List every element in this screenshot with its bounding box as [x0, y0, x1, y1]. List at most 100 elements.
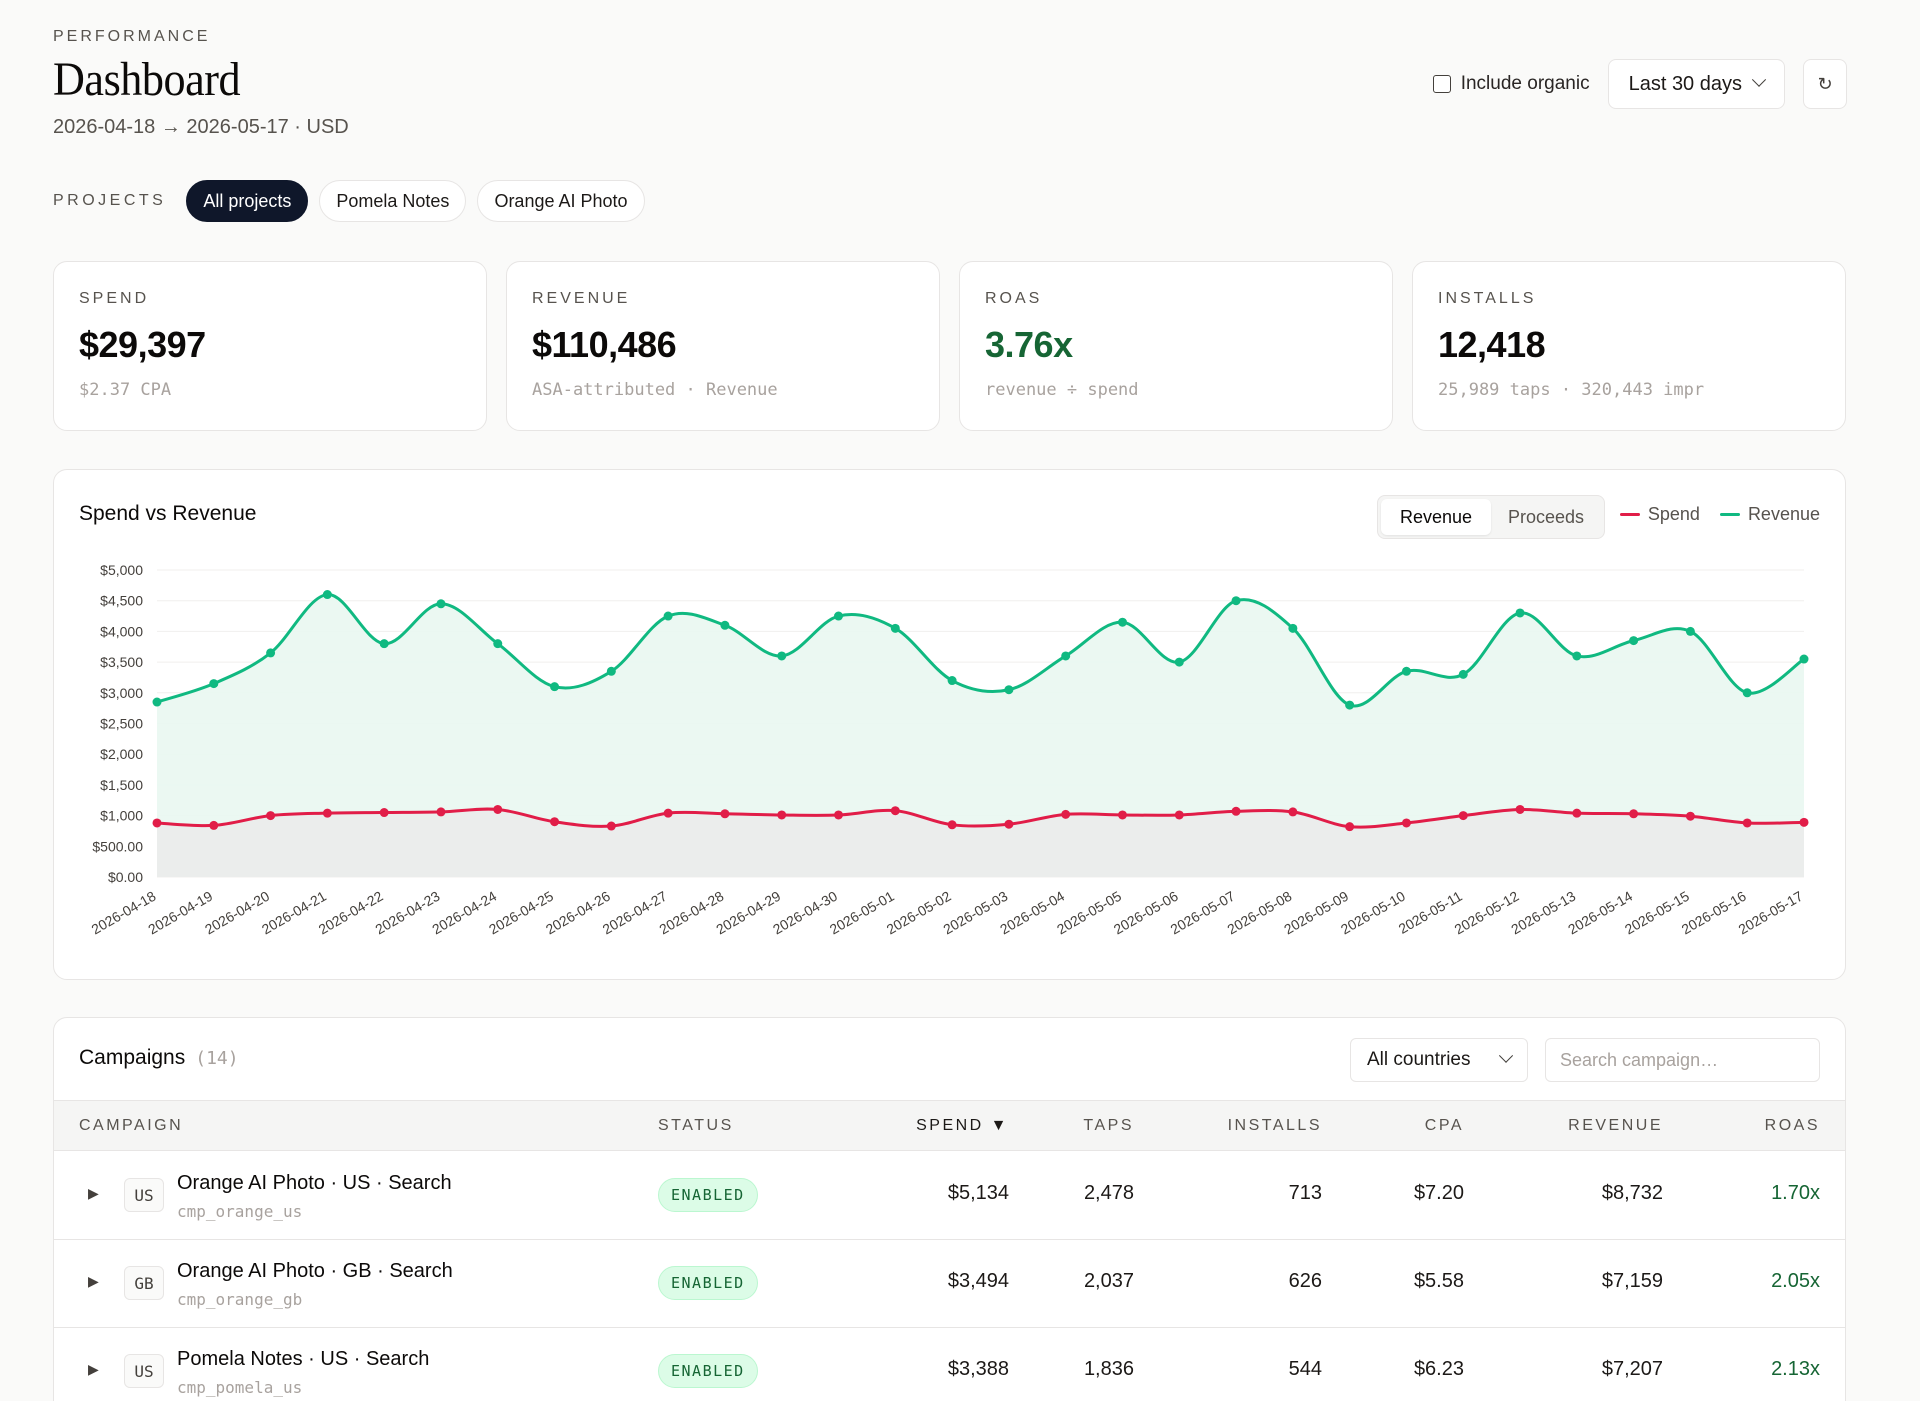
revenue-point — [890, 623, 900, 633]
spend-point — [1345, 822, 1355, 832]
y-tick-label: $1,000 — [100, 808, 143, 824]
spend-point — [1117, 810, 1127, 820]
column-header-campaign[interactable]: CAMPAIGN — [79, 1117, 184, 1134]
spend-point — [1231, 806, 1241, 816]
spend-line — [156, 807, 1805, 829]
y-tick-label: $500.00 — [92, 838, 143, 854]
kpi-value: $29,397 — [79, 324, 206, 365]
revenue-area — [157, 594, 1804, 877]
revenue-point — [1572, 651, 1582, 661]
revenue-point — [322, 590, 332, 600]
cell-revenue: $7,159 — [1601, 1270, 1663, 1292]
chart-title: Spend vs Revenue — [79, 502, 257, 525]
column-header-revenue[interactable]: REVENUE — [1568, 1117, 1663, 1134]
spend-point — [720, 809, 730, 819]
revenue-point — [1117, 617, 1127, 627]
date-range: 2026-04-18 → 2026-05-17 · USD — [53, 116, 349, 138]
expand-caret-icon[interactable]: ▶ — [88, 1185, 99, 1201]
y-tick-label: $2,500 — [100, 716, 143, 732]
toggle-revenue[interactable]: Revenue — [1381, 499, 1491, 535]
revenue-point — [436, 599, 446, 609]
spend-point — [1742, 818, 1752, 828]
kpi-sub: 25,989 taps · 320,443 impr — [1438, 380, 1705, 400]
kpi-label: INSTALLS — [1438, 290, 1537, 307]
column-header-spend[interactable]: SPEND ▼ — [916, 1117, 1009, 1134]
legend-label: Spend — [1647, 504, 1700, 524]
spend-point — [1288, 807, 1298, 817]
revenue-point — [1004, 685, 1014, 695]
revenue-point — [1799, 654, 1809, 664]
revenue-point — [834, 611, 844, 621]
campaigns-count: (14) — [195, 1048, 239, 1069]
cell-installs: 544 — [1288, 1358, 1322, 1380]
revenue-point — [152, 697, 162, 707]
table-row[interactable]: ▶ US Orange AI Photo · US · Search cmp_o… — [54, 1152, 1845, 1240]
toggle-proceeds[interactable]: Proceeds — [1507, 506, 1585, 527]
campaign-search-input[interactable] — [1545, 1038, 1820, 1082]
y-tick-label: $3,500 — [100, 654, 143, 670]
spend-revenue-chart-card: $0.00 $500.00 $1,000 $1,500 $2,000 $2,500 $3,0… — [53, 469, 1846, 980]
kpi-label: ROAS — [985, 290, 1043, 307]
table-header: CAMPAIGN STATUS SPEND ▼ TAPS INSTALLS CP… — [54, 1100, 1845, 1151]
cell-roas: 1.70x — [1771, 1182, 1820, 1204]
revenue-proceeds-toggle: Revenue Proceeds — [1377, 495, 1605, 539]
spend-point — [1799, 817, 1809, 827]
table-row[interactable]: ▶ US Pomela Notes · US · Search cmp_pome… — [54, 1328, 1845, 1401]
y-tick-label: $5,000 — [100, 562, 143, 578]
refresh-icon: ↻ — [1817, 73, 1833, 94]
revenue-point — [1401, 666, 1411, 676]
campaign-id: cmp_pomela_us — [177, 1378, 303, 1397]
column-header-installs[interactable]: INSTALLS — [1227, 1117, 1322, 1134]
cell-taps: 1,836 — [1083, 1358, 1134, 1380]
column-header-roas[interactable]: ROAS — [1764, 1117, 1820, 1134]
spend-point — [379, 808, 389, 818]
revenue-point — [947, 676, 957, 686]
spend-point — [550, 817, 560, 827]
campaign-id: cmp_orange_gb — [177, 1290, 303, 1309]
spend-revenue-chart: $0.00 $500.00 $1,000 $1,500 $2,000 $2,500 $3,0… — [88, 562, 1809, 938]
spend-point — [834, 810, 844, 820]
cell-cpa: $7.20 — [1413, 1182, 1464, 1204]
spend-point — [1401, 818, 1411, 828]
page-eyebrow: PERFORMANCE — [53, 28, 211, 45]
country-filter-select[interactable]: All countries — [1350, 1038, 1528, 1082]
expand-caret-icon[interactable]: ▶ — [88, 1273, 99, 1289]
legend-label: Revenue — [1747, 504, 1820, 524]
column-header-taps[interactable]: TAPS — [1083, 1117, 1134, 1134]
column-header-status[interactable]: STATUS — [658, 1117, 734, 1134]
kpi-sub: revenue ÷ spend — [985, 380, 1139, 400]
cell-installs: 713 — [1288, 1182, 1322, 1204]
spend-point — [777, 810, 787, 820]
spend-point — [890, 806, 900, 816]
x-tick-label: 2026-05-17 — [1735, 888, 1805, 938]
spend-point — [1572, 808, 1582, 818]
period-select-label: Last 30 days — [1628, 72, 1742, 95]
spend-point — [947, 820, 957, 830]
revenue-point — [493, 639, 503, 649]
expand-caret-icon[interactable]: ▶ — [88, 1361, 99, 1377]
legend-swatch-spend — [1619, 513, 1640, 516]
campaign-name: Pomela Notes · US · Search — [177, 1348, 430, 1370]
kpi-label: REVENUE — [532, 290, 631, 307]
cell-revenue: $8,732 — [1601, 1182, 1663, 1204]
revenue-point — [209, 679, 219, 689]
column-header-cpa[interactable]: CPA — [1424, 1117, 1464, 1134]
include-organic-checkbox[interactable] — [1432, 75, 1451, 93]
y-tick-label: $0.00 — [108, 869, 143, 885]
kpi-value: 12,418 — [1438, 324, 1546, 365]
project-pill-pomela-notes[interactable]: Pomela Notes — [319, 180, 467, 222]
table-row[interactable]: ▶ GB Orange AI Photo · GB · Search cmp_o… — [54, 1240, 1845, 1328]
project-pill-orange-ai-photo[interactable]: Orange AI Photo — [477, 180, 645, 222]
include-organic-label: Include organic — [1460, 73, 1590, 94]
revenue-point — [266, 648, 276, 658]
kpi-card-roas: ROAS 3.76x revenue ÷ spend — [959, 261, 1393, 431]
revenue-point — [1345, 700, 1355, 710]
include-organic-toggle[interactable]: Include organic — [1432, 73, 1590, 95]
refresh-button[interactable]: ↻ — [1803, 59, 1847, 109]
spend-point — [663, 808, 673, 818]
kpi-label: SPEND — [79, 290, 150, 307]
project-pill-all[interactable]: All projects — [186, 180, 309, 222]
revenue-point — [1515, 608, 1525, 618]
period-select[interactable]: Last 30 days — [1607, 59, 1785, 109]
revenue-point — [663, 611, 673, 621]
